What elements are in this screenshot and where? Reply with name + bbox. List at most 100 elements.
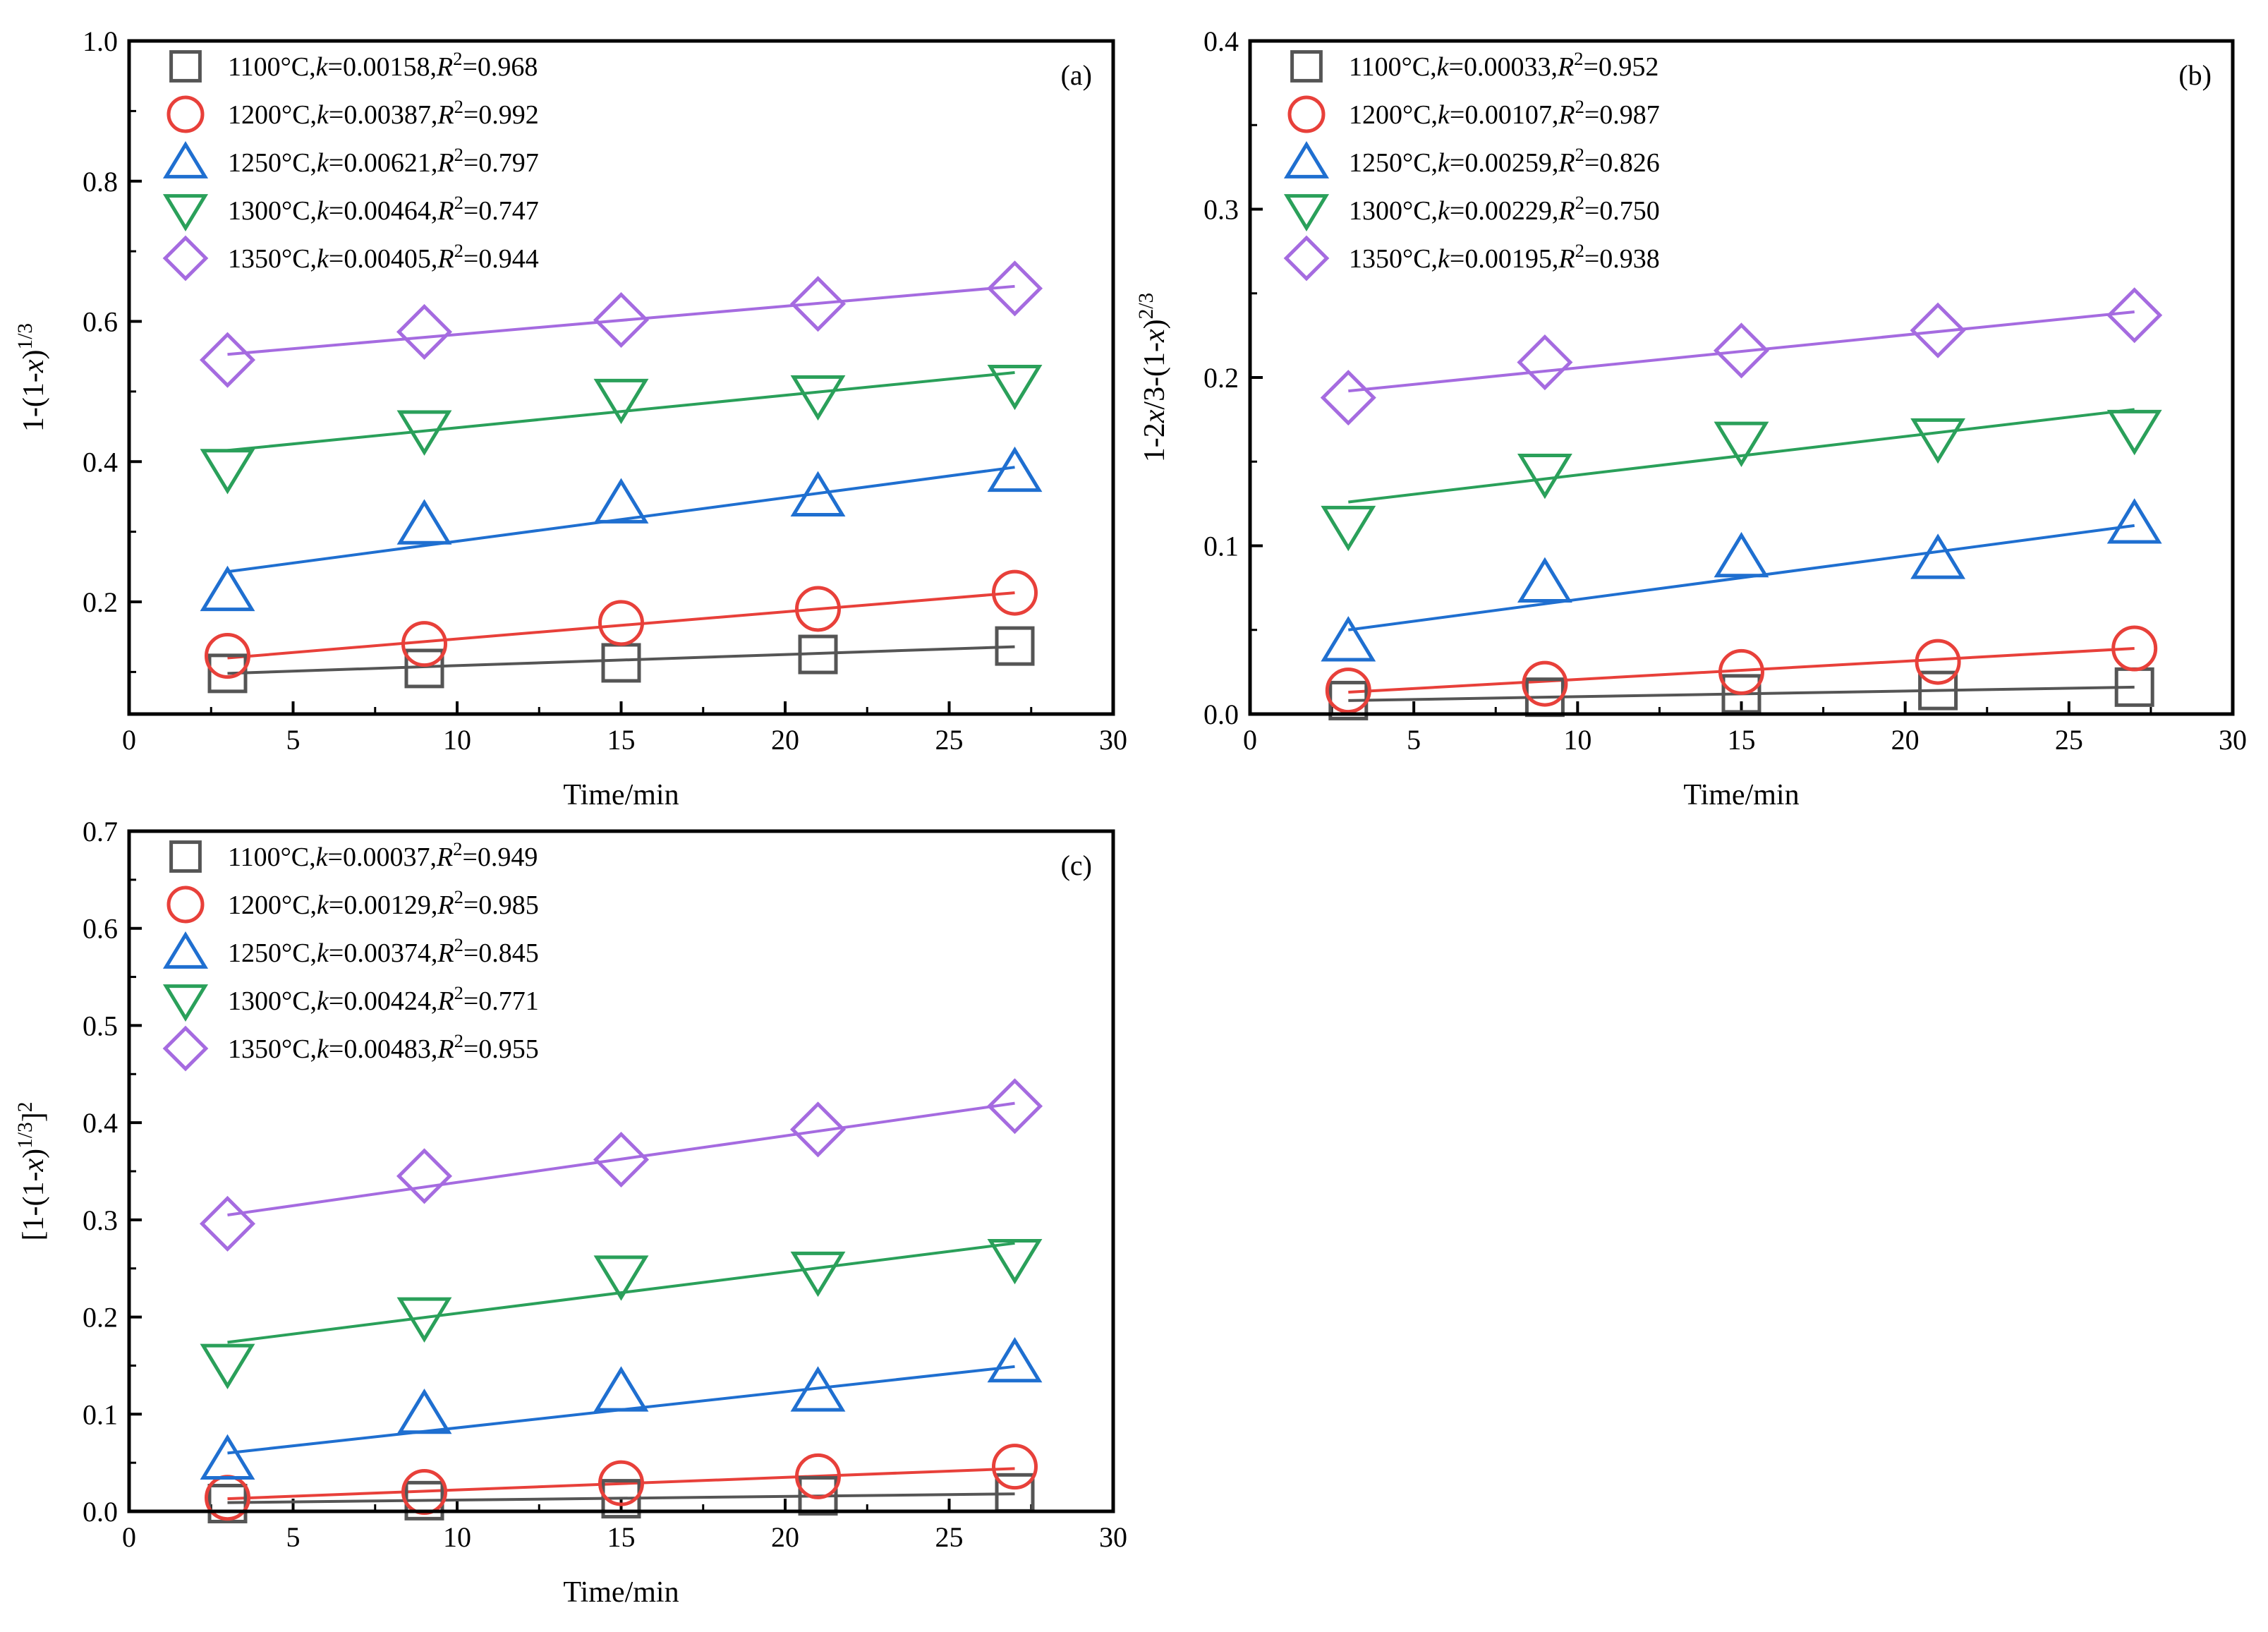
legend: 1100°C,k=0.00033,R2=0.952 1200°C,k=0.0010… [1283,48,1660,282]
data-point-1350 [789,276,847,332]
data-point-1250 [593,478,649,524]
data-point-1250 [1321,616,1376,662]
data-point-1350 [396,303,453,360]
data-point-1100 [798,634,838,675]
legend: 1100°C,k=0.00037,R2=0.949 1200°C,k=0.0012… [162,838,539,1072]
legend-marker-1250 [1283,140,1330,179]
legend-marker-1250 [162,931,209,969]
fit-line-1350 [227,284,1015,356]
data-point-1250 [987,1336,1043,1383]
data-point-1200 [2111,625,2158,672]
legend-label: 1100°C,k=0.00158,R2=0.968 [228,48,538,82]
legend-marker-1100 [169,840,202,873]
legend-label: 1250°C,k=0.00621,R2=0.797 [228,144,539,178]
x-axis-label: Time/min [563,779,679,811]
legend-label: 1100°C,k=0.00037,R2=0.949 [228,838,538,872]
legend-label: 1100°C,k=0.00033,R2=0.952 [1349,48,1658,82]
legend-marker-1300 [162,194,209,232]
x-tick-label: 15 [607,724,636,756]
x-tick-label: 30 [1099,1521,1127,1553]
data-point-1300 [593,1255,649,1301]
y-tick-label: 0.8 [83,166,118,198]
data-point-1250 [593,1366,649,1412]
y-tick-label: 0.0 [1203,699,1239,730]
x-tick-label: 5 [286,1521,301,1553]
data-point-1200 [205,633,250,679]
chart-panel-c: 0 5 10 15 20 25 30 0.0 0.1 0.2 0.3 0.4 0.5 0.6 0.7 1100… [14,816,1127,1609]
legend-label: 1250°C,k=0.00374,R2=0.845 [228,934,539,968]
data-point-1250 [1910,533,1966,579]
x-tick-label: 20 [771,724,799,756]
data-point-1300 [987,1238,1043,1285]
data-point-1300 [396,410,452,456]
plot-frame [1248,39,2235,716]
fit-line-1100 [227,645,1015,675]
data-point-1200 [992,569,1038,616]
fit-line-1300 [227,1241,1015,1344]
data-point-1100 [1918,670,1958,711]
x-tick-label: 0 [122,724,136,756]
data-point-1300 [1321,505,1376,552]
data-point-1250 [1517,557,1572,603]
fit-line-1200 [1348,646,2135,694]
data-point-1350 [1517,334,1573,391]
data-point-1350 [593,291,650,349]
data-point-1300 [790,375,846,421]
legend-label: 1200°C,k=0.00129,R2=0.985 [228,886,539,920]
y-tick-label: 0.2 [83,586,118,618]
y-axis-label: 1-2x/3-(1-x)2/3 [1135,293,1171,463]
x-tick-label: 10 [443,724,471,756]
legend-label: 1250°C,k=0.00259,R2=0.826 [1349,144,1660,178]
data-point-1100 [404,648,444,689]
data-point-1300 [2106,409,2162,456]
y-axis-label: [1-(1-x)1/3]2 [14,1102,50,1241]
x-tick-label: 10 [443,1521,471,1553]
panel-label: (b) [2178,59,2212,91]
data-point-1100 [798,1475,838,1516]
data-point-1100 [601,643,641,683]
legend-label: 1300°C,k=0.00229,R2=0.750 [1349,192,1660,226]
fit-line-1200 [227,1467,1015,1501]
fit-line-1300 [1348,408,2135,504]
y-tick-label: 0.2 [83,1302,118,1334]
data-point-1200 [1522,660,1568,707]
x-tick-label: 5 [1407,724,1421,756]
legend-label: 1350°C,k=0.00195,R2=0.938 [1349,240,1660,274]
data-point-1200 [1915,639,1961,685]
y-axis-label: 1-(1-x)1/3 [14,323,50,432]
fit-line-1350 [1348,310,2135,393]
x-tick-label: 15 [1728,724,1756,756]
legend-marker-1100 [169,50,202,83]
y-tick-label: 0.4 [83,1107,118,1139]
legend-marker-1200 [166,885,205,924]
data-point-1100 [601,1479,641,1519]
legend-marker-1350 [162,235,209,282]
panel-label: (c) [1061,850,1092,881]
data-point-1350 [199,1195,256,1252]
x-tick-label: 20 [1891,724,1920,756]
legend: 1100°C,k=0.00158,R2=0.968 1200°C,k=0.0038… [162,48,539,282]
data-point-1200 [795,1453,841,1499]
data-point-1350 [593,1131,650,1188]
fit-line-1350 [227,1101,1015,1216]
data-point-1350 [2106,287,2163,344]
data-point-1200 [1325,667,1371,714]
data-point-1350 [1910,302,1966,358]
legend-marker-1200 [1287,95,1326,133]
x-tick-label: 25 [2055,724,2083,756]
legend-marker-1350 [162,1025,209,1072]
data-point-1350 [986,1078,1043,1135]
data-point-1200 [795,586,841,632]
legend-marker-1100 [1290,50,1323,83]
legend-marker-1350 [1283,235,1330,282]
data-point-1350 [789,1101,847,1158]
x-axis-label: Time/min [563,1576,679,1609]
legend-label: 1300°C,k=0.00424,R2=0.771 [228,982,539,1016]
data-point-1300 [593,378,649,425]
x-tick-label: 10 [1563,724,1591,756]
x-tick-label: 30 [1099,724,1127,756]
plot-frame [127,829,1115,1513]
legend-label: 1200°C,k=0.00107,R2=0.987 [1349,96,1660,130]
data-point-1250 [790,471,846,516]
legend-marker-1300 [162,984,209,1022]
